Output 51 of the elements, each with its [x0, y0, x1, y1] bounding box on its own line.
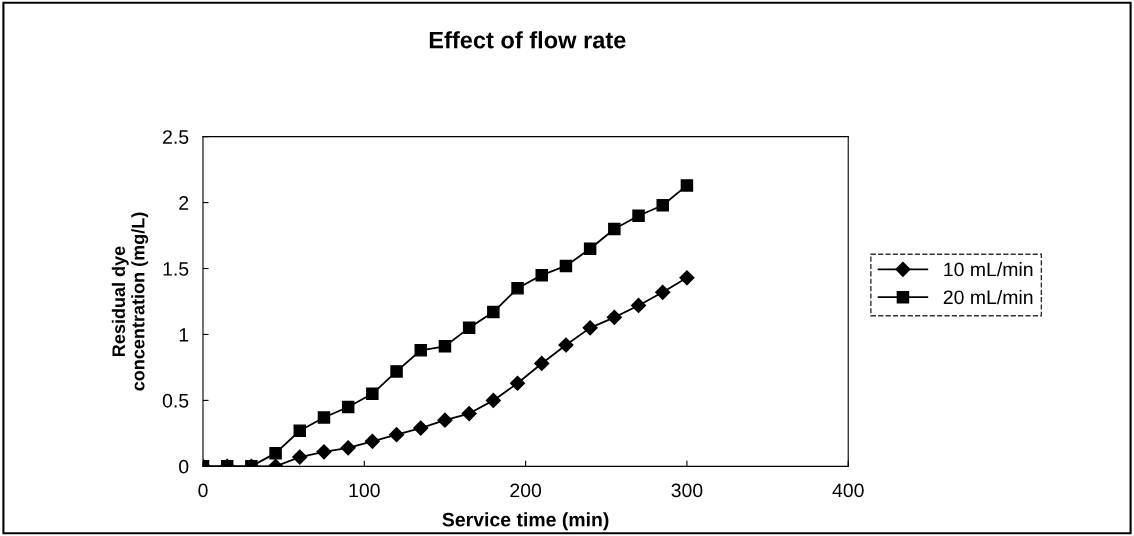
x-tick-label: 0: [198, 483, 208, 498]
point: [655, 284, 671, 300]
x-tick-label: 100: [349, 483, 380, 498]
point: [341, 400, 355, 414]
point: [509, 375, 526, 391]
point: [485, 392, 501, 408]
point: [535, 268, 548, 282]
point: [583, 242, 597, 256]
point: [461, 406, 477, 422]
point: [293, 424, 307, 437]
point: [292, 449, 308, 465]
point: [438, 340, 452, 353]
point: [414, 344, 428, 357]
point: [462, 321, 476, 335]
point: [269, 446, 282, 460]
x-tick-label: 200: [510, 483, 542, 498]
point: [679, 270, 695, 286]
point: [413, 420, 429, 436]
y-tick-label: 1: [179, 328, 189, 342]
point: [582, 320, 598, 336]
point: [390, 365, 403, 378]
point: [656, 198, 669, 212]
point: [364, 433, 380, 449]
point: [606, 309, 622, 325]
point: [487, 305, 500, 319]
point: [388, 427, 405, 443]
point: [366, 387, 379, 401]
chart-title: Effect of flow rate: [429, 31, 626, 49]
point: [559, 259, 573, 273]
point: [630, 297, 647, 314]
point: [511, 282, 524, 295]
y-tick-label: 2.5: [163, 130, 189, 144]
x-axis-title: Service time (min): [442, 512, 609, 531]
x-tick-label: 300: [671, 483, 703, 498]
point: [317, 411, 331, 424]
point: [340, 440, 356, 456]
point: [534, 355, 550, 372]
point: [632, 209, 645, 223]
point: [608, 222, 621, 236]
x-tick-label: 400: [832, 483, 864, 498]
y-tick-label: 1.5: [163, 262, 189, 276]
point: [316, 444, 332, 460]
point: [437, 412, 453, 428]
legend-label: 20 mL/min: [943, 289, 1033, 305]
point: [680, 179, 694, 192]
y-tick-label: 0: [179, 459, 189, 474]
y-tick-label: 0.5: [162, 393, 189, 408]
legend-label: 10 mL/min: [944, 262, 1033, 277]
y-tick-label: 2: [179, 196, 189, 210]
y-axis-title: Residual dye concentration (mg/L): [111, 212, 149, 391]
point: [558, 337, 574, 353]
